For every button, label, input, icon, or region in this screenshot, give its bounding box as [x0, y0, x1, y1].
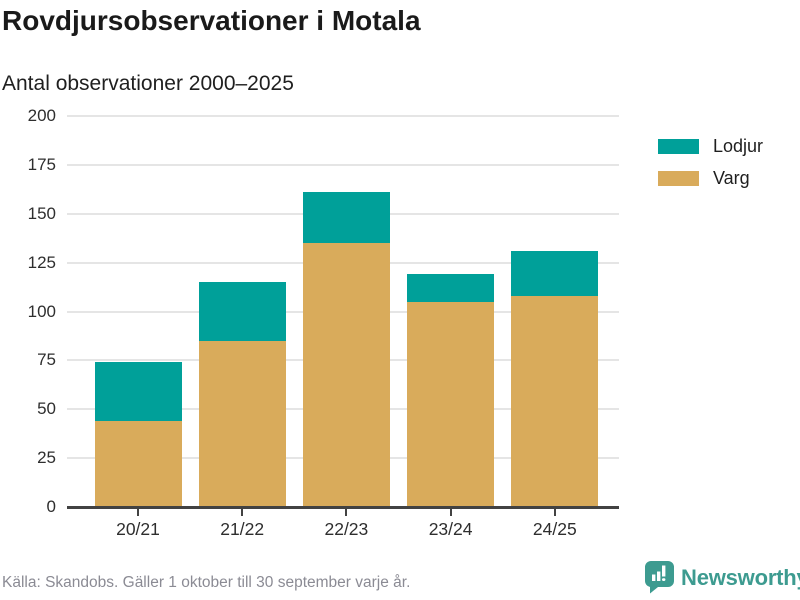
y-axis-tick-label: 175: [27, 154, 56, 174]
bar-20-21-varg: [94, 420, 182, 507]
y-axis-tick-label: 75: [37, 350, 56, 370]
x-axis-tick-label: 20/21: [116, 519, 160, 539]
bar-24-25-varg: [511, 295, 599, 507]
y-axis-tick-label: 150: [27, 203, 56, 223]
x-axis-tick: [137, 509, 139, 516]
lodjur-swatch-icon: [658, 139, 699, 154]
legend-item-varg: Varg: [658, 168, 763, 189]
legend-item-lodjur: Lodjur: [658, 136, 763, 157]
gridline-y200: [67, 115, 619, 117]
x-axis-tick: [553, 509, 556, 516]
x-axis-tick: [241, 509, 244, 516]
page-title: Rovdjursobservationer i Motala: [2, 5, 421, 36]
legend-label-lodjur: Lodjur: [713, 136, 764, 156]
x-axis-tick-label: 24/25: [532, 519, 577, 539]
y-axis-tick-label: 200: [27, 106, 56, 125]
legend-label-varg: Varg: [713, 168, 750, 188]
source-note: Källa: Skandobs. Gäller 1 oktober till 3…: [2, 574, 411, 591]
x-axis-tick-label: 21/22: [220, 519, 265, 539]
y-axis-tick-label: 125: [27, 252, 56, 272]
bar-21-22-varg: [198, 340, 286, 507]
bar-24-25-lodjur: [511, 250, 599, 296]
x-axis-line: [67, 505, 619, 509]
brand-wordmark: Newsworthy: [681, 564, 800, 590]
x-axis-tick-label: 22/23: [324, 519, 369, 539]
y-axis-tick-label: 100: [27, 301, 56, 321]
bar-23-24-varg: [407, 301, 495, 507]
varg-swatch-icon: [658, 171, 699, 186]
bar-22-23-lodjur: [302, 192, 390, 244]
x-axis-tick: [449, 509, 452, 516]
bar-21-22-lodjur: [198, 282, 286, 341]
chart-subtitle: Antal observationer 2000–2025: [2, 72, 294, 95]
x-axis-tick-label: 23/24: [428, 519, 473, 539]
x-axis-tick: [345, 509, 348, 516]
newsworthy-brand: Newsworthy: [645, 561, 800, 594]
bar-20-21-lodjur: [94, 362, 182, 421]
y-axis-tick-label: 25: [37, 448, 56, 468]
bar-23-24-lodjur: [407, 274, 495, 302]
y-axis-tick-label: 50: [37, 399, 56, 419]
newsworthy-logo-icon: [645, 561, 674, 594]
chart-legend: Lodjur Varg: [658, 136, 763, 200]
bar-22-23-varg: [302, 243, 390, 507]
gridline-y175: [67, 163, 619, 166]
y-axis-tick-label: 0: [46, 497, 56, 516]
